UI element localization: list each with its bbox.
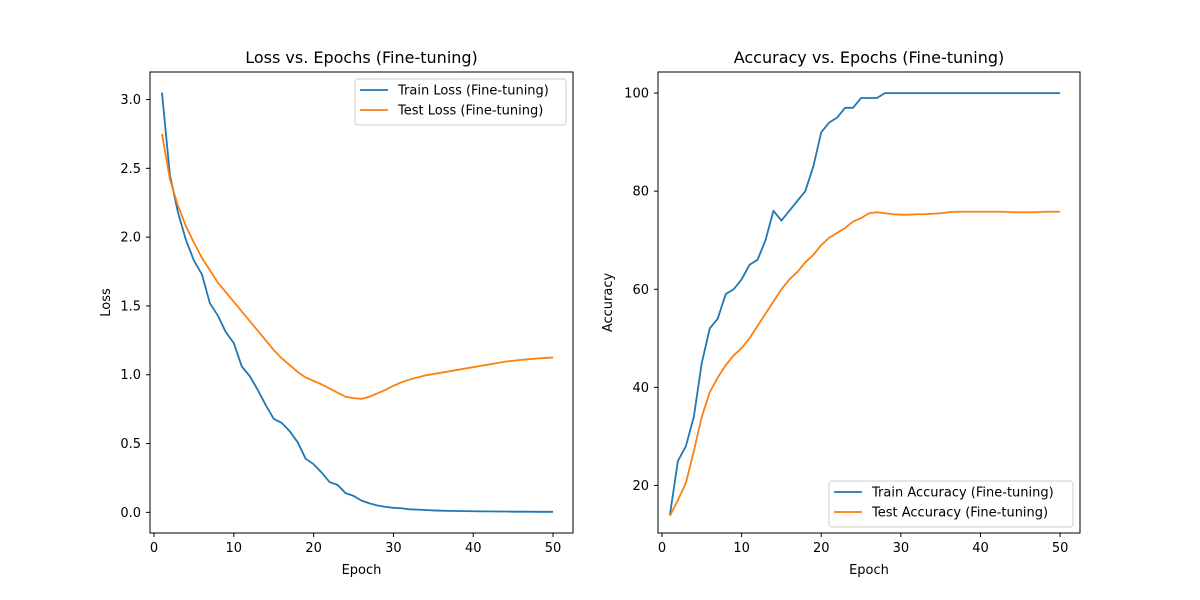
legend-label-1: Test Accuracy (Fine-tuning) <box>871 506 1048 521</box>
x-axis-label: Epoch <box>342 563 382 578</box>
x-tick-label: 20 <box>305 541 322 556</box>
y-tick-label: 1.5 <box>120 299 141 314</box>
x-tick-label: 10 <box>226 541 243 556</box>
y-tick-label: 20 <box>632 479 649 494</box>
y-tick-label: 2.5 <box>120 162 141 177</box>
x-tick-label: 50 <box>1052 541 1069 556</box>
x-tick-label: 20 <box>813 541 830 556</box>
chart-title: Accuracy vs. Epochs (Fine-tuning) <box>734 48 1005 67</box>
y-tick-label: 100 <box>624 87 649 102</box>
x-tick-label: 10 <box>733 541 750 556</box>
y-tick-label: 3.0 <box>120 93 141 108</box>
y-tick-label: 80 <box>632 185 649 200</box>
y-tick-label: 0.5 <box>120 437 141 452</box>
plot-frame <box>149 71 574 534</box>
legend-label-0: Train Accuracy (Fine-tuning) <box>871 486 1054 501</box>
legend-box <box>354 78 567 126</box>
series-line-1 <box>161 133 554 400</box>
y-tick-label: 0.0 <box>120 506 141 521</box>
x-tick-label: 50 <box>545 541 562 556</box>
x-tick-label: 0 <box>150 541 158 556</box>
y-tick-label: 60 <box>632 283 649 298</box>
y-tick-label: 1.0 <box>120 368 141 383</box>
y-tick-label: 2.0 <box>120 231 141 246</box>
series-line-0 <box>669 92 1061 515</box>
chart-loss: 0 10 20 30 40 50 0.0 0.5 1.0 1.5 2.0 2.5 3.0 Loss vs.… <box>99 48 574 578</box>
plot-frame <box>657 71 1081 534</box>
x-tick-label: 30 <box>385 541 402 556</box>
series-line-0 <box>161 92 554 513</box>
legend-box <box>828 480 1074 528</box>
chart-title: Loss vs. Epochs (Fine-tuning) <box>245 48 478 67</box>
x-axis-label: Epoch <box>849 563 889 578</box>
x-tick-label: 30 <box>893 541 910 556</box>
legend: Train Accuracy (Fine-tuning) Test Accurac… <box>828 480 1074 528</box>
x-tick-label: 0 <box>658 541 666 556</box>
x-tick-label: 40 <box>972 541 989 556</box>
y-axis-label: Accuracy <box>601 273 616 333</box>
y-axis-label: Loss <box>99 288 114 317</box>
legend-label-0: Train Loss (Fine-tuning) <box>397 84 549 99</box>
y-tick-label: 40 <box>632 381 649 396</box>
legend: Train Loss (Fine-tuning) Test Loss (Fine-… <box>354 78 567 126</box>
x-tick-label: 40 <box>465 541 482 556</box>
chart-accuracy: 0 10 20 30 40 50 20 40 60 80 100 Accuracy vs. Epoch… <box>601 48 1081 578</box>
legend-label-1: Test Loss (Fine-tuning) <box>397 104 543 119</box>
series-line-1 <box>669 210 1061 517</box>
